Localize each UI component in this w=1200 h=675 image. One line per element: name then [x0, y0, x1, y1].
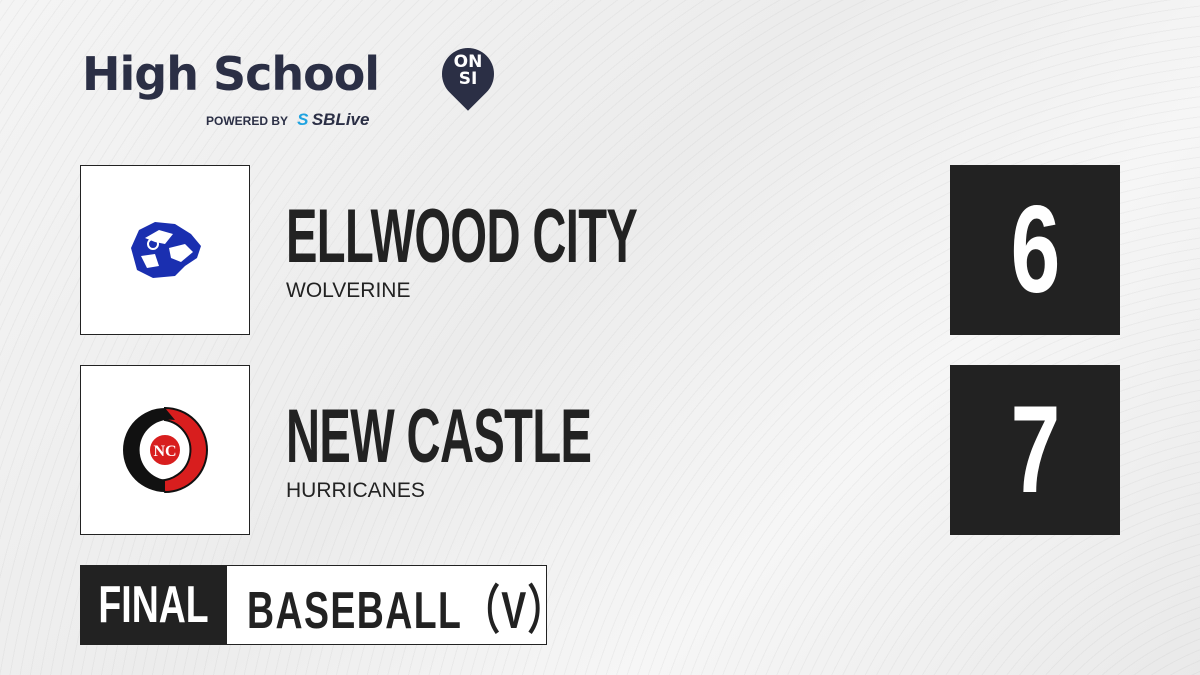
team-score: 6: [950, 165, 1120, 335]
game-status: FINAL: [81, 566, 227, 644]
team-logo-box: NC: [80, 365, 250, 535]
brand-badge: ON SI: [442, 54, 494, 88]
team-row-away: ELLWOOD CITY WOLVERINE 6: [80, 165, 1120, 335]
wolverine-logo-icon: [131, 222, 201, 278]
powered-by-label: POWERED BY: [206, 114, 288, 128]
sblive-name: SBLive: [311, 110, 370, 129]
game-info-bar: FINAL BASEBALL（V）: [80, 565, 565, 645]
badge-line2: SI: [458, 69, 478, 89]
team-row-home: NC NEW CASTLE HURRICANES 7: [80, 365, 1120, 535]
brand-title: High School: [82, 47, 380, 101]
high-school-on-si-logo: High School ON SI POWERED BY S SBLive: [82, 37, 505, 129]
sport-label-box: BASEBALL（V）: [227, 566, 691, 644]
score-value: 6: [1010, 181, 1060, 319]
svg-text:NC: NC: [153, 443, 176, 460]
powered-by: POWERED BY S SBLive: [206, 110, 369, 130]
team-mascot: WOLVERINE: [286, 279, 411, 302]
sport-label: BASEBALL（V）: [247, 581, 567, 640]
sblive-logo: S: [297, 110, 308, 129]
team-name: NEW CASTLE: [286, 394, 592, 479]
hurricane-logo-icon: NC: [123, 406, 208, 494]
status-label: FINAL: [98, 576, 210, 634]
sblive-mark: S: [297, 110, 309, 129]
team-logo-box: [80, 165, 250, 335]
team-name: ELLWOOD CITY: [286, 194, 638, 279]
team-mascot: HURRICANES: [286, 479, 425, 502]
badge-line1: ON: [453, 52, 483, 72]
score-value: 7: [1010, 381, 1060, 519]
team-score: 7: [950, 365, 1120, 535]
